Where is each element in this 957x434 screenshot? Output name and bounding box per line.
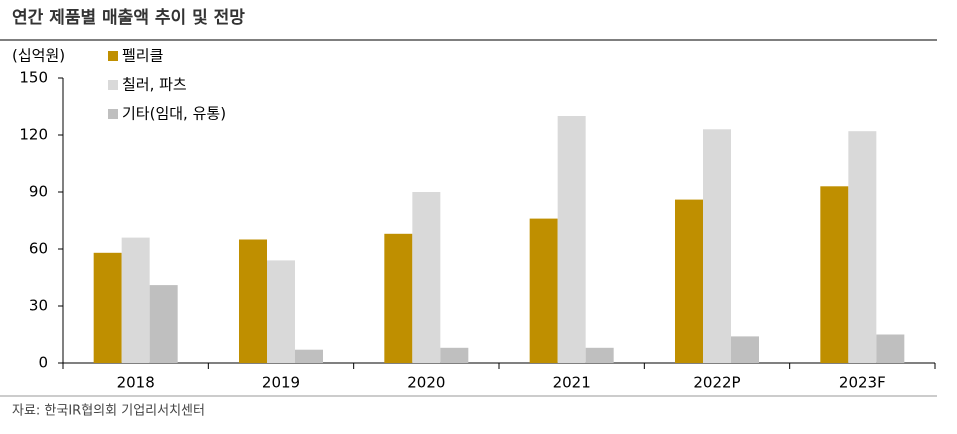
y-tick-label: 30 (29, 297, 48, 315)
bar (557, 116, 586, 363)
x-tick-label: 2020 (407, 374, 445, 392)
x-tick-label: 2019 (262, 374, 300, 392)
bar (731, 336, 759, 363)
y-tick-label: 120 (19, 126, 48, 144)
y-tick-label: 60 (29, 240, 48, 258)
source: 자료: 한국IR협의회 기업리서치센터 (12, 404, 205, 419)
x-tick-label: 2018 (117, 374, 155, 392)
legend-swatch (108, 51, 118, 61)
y-tick-label: 0 (38, 354, 48, 372)
bar (239, 239, 267, 363)
bar (440, 347, 469, 363)
legend-label: 칠러, 파츠 (122, 76, 187, 94)
chart-title: 연간 제품별 매출액 추이 및 전망 (12, 8, 245, 28)
y-tick-label: 90 (29, 183, 48, 201)
legend-label: 기타(임대, 유통) (122, 105, 226, 123)
bar (295, 349, 323, 363)
x-tick-label: 2022P (693, 374, 740, 392)
bar (585, 347, 614, 363)
bar (703, 129, 731, 363)
legend-label: 펠리클 (122, 47, 163, 65)
y-tick-label: 150 (19, 69, 48, 87)
x-tick-label: 2021 (553, 374, 591, 392)
bar (820, 186, 849, 363)
bar (529, 218, 558, 363)
bar (848, 131, 877, 363)
y-axis-label: (십억원) (12, 47, 65, 65)
bar (675, 199, 703, 363)
bar (876, 334, 905, 363)
bar (149, 285, 178, 363)
bar (93, 252, 122, 363)
x-tick-label: 2023F (839, 374, 886, 392)
bar (384, 233, 413, 363)
bar (412, 192, 441, 363)
bar (121, 237, 150, 363)
legend-swatch (108, 109, 118, 119)
bar (267, 260, 295, 363)
legend-swatch (108, 80, 118, 90)
